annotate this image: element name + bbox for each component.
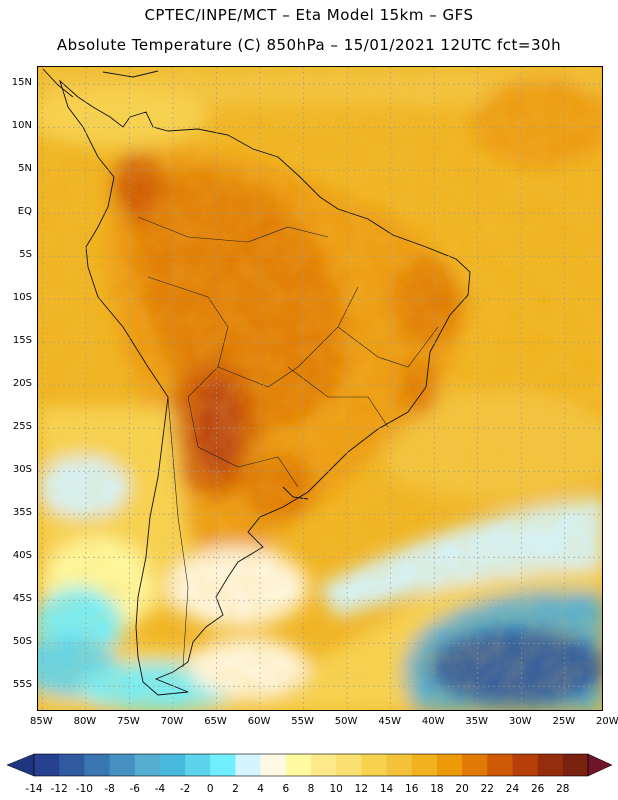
colorbar-swatch bbox=[235, 754, 262, 776]
lon-label: 50W bbox=[334, 716, 358, 727]
colorbar-label: -10 bbox=[75, 783, 93, 795]
colorbar-swatch bbox=[260, 754, 287, 776]
lat-label: 30S bbox=[12, 464, 32, 476]
colorbar-swatch bbox=[134, 754, 161, 776]
lat-label: 20S bbox=[12, 378, 32, 390]
colorbar-label: 2 bbox=[232, 783, 239, 795]
colorbar-swatch bbox=[386, 754, 413, 776]
lat-label: 5S bbox=[19, 249, 32, 261]
colorbar-label: -6 bbox=[129, 783, 140, 795]
colorbar-swatch bbox=[109, 754, 136, 776]
lon-label: 65W bbox=[204, 716, 227, 727]
title-line-1: CPTEC/INPE/MCT – Eta Model 15km – GFS bbox=[144, 6, 474, 24]
colorbar-swatch bbox=[562, 754, 589, 776]
lat-label: 35S bbox=[12, 507, 32, 519]
colorbar-label: 14 bbox=[379, 783, 394, 795]
colorbar-label: 24 bbox=[505, 783, 520, 795]
colorbar-high-arrow bbox=[587, 753, 613, 777]
colorbar-swatch bbox=[361, 754, 388, 776]
colorbar-label: 26 bbox=[530, 783, 545, 795]
colorbar bbox=[6, 753, 613, 777]
lon-label: 25W bbox=[552, 716, 576, 727]
title-line-2: Absolute Temperature (C) 850hPa – 15/01/… bbox=[56, 36, 562, 54]
colorbar-label: -14 bbox=[25, 783, 43, 795]
colorbar-label: 28 bbox=[556, 783, 570, 795]
colorbar-swatch bbox=[462, 754, 488, 776]
lat-label: 5N bbox=[18, 163, 32, 175]
colorbar-swatch bbox=[336, 754, 362, 776]
colorbar-label: 18 bbox=[430, 783, 444, 795]
lon-label: 20W bbox=[596, 716, 618, 727]
colorbar-label: 8 bbox=[307, 783, 315, 795]
border-peru-bolivia bbox=[147, 276, 229, 398]
colorbar-swatch bbox=[210, 754, 236, 776]
lon-label: 35W bbox=[465, 716, 489, 727]
colorbar-swatch bbox=[436, 754, 463, 776]
lat-label: 15N bbox=[11, 77, 32, 89]
colorbar-swatch bbox=[537, 754, 564, 776]
colorbar-swatch bbox=[84, 754, 111, 776]
field-texture bbox=[38, 67, 602, 710]
lon-label: 40W bbox=[421, 716, 445, 727]
lat-label: 40S bbox=[12, 550, 32, 562]
border-states-2 bbox=[287, 366, 389, 428]
central-america-outline bbox=[42, 68, 74, 98]
lat-label: 50S bbox=[12, 636, 32, 648]
colorbar-label: 16 bbox=[405, 783, 419, 795]
lon-label: 85W bbox=[30, 716, 53, 727]
colorbar-label: -2 bbox=[179, 783, 191, 795]
lat-label: 15S bbox=[12, 335, 32, 347]
border-brazil-west bbox=[217, 286, 359, 388]
lat-label: 25S bbox=[12, 421, 32, 433]
colorbar-label: 4 bbox=[257, 783, 264, 795]
colorbar-swatch bbox=[159, 754, 186, 776]
south-america-outline bbox=[59, 79, 471, 696]
colorbar-swatch bbox=[34, 754, 60, 776]
lat-label: 45S bbox=[12, 593, 32, 605]
rio-de-la-plata bbox=[282, 486, 309, 500]
colorbar-swatch bbox=[185, 754, 211, 776]
colorbar-label: 20 bbox=[455, 783, 469, 795]
lon-label: 80W bbox=[73, 716, 97, 727]
colorbar-label: 12 bbox=[354, 783, 369, 795]
colorbar-low-arrow bbox=[6, 753, 35, 777]
temperature-map bbox=[38, 67, 602, 710]
map-panel bbox=[37, 66, 603, 711]
lon-label: 45W bbox=[378, 716, 401, 727]
colorbar-label: 10 bbox=[329, 783, 343, 795]
lon-label: 60W bbox=[247, 716, 271, 727]
lat-label: EQ bbox=[17, 206, 32, 218]
colorbar-label: 0 bbox=[206, 783, 214, 795]
colorbar-swatch bbox=[487, 754, 513, 776]
lon-label: 55W bbox=[291, 716, 314, 727]
lon-label: 70W bbox=[160, 716, 184, 727]
lon-label: 75W bbox=[117, 716, 140, 727]
lat-label: 55S bbox=[12, 679, 32, 691]
lat-label: 10N bbox=[11, 120, 32, 132]
graticule bbox=[38, 67, 602, 710]
border-paraguay bbox=[187, 396, 299, 488]
caribbean-outline bbox=[102, 70, 159, 78]
colorbar-swatch bbox=[311, 754, 337, 776]
colorbar-label: -12 bbox=[50, 783, 68, 795]
country-borders bbox=[137, 216, 439, 668]
border-north bbox=[137, 216, 329, 243]
colorbar-swatch bbox=[285, 754, 312, 776]
colorbar-swatch bbox=[411, 754, 438, 776]
colorbar-label: -4 bbox=[154, 783, 166, 795]
colorbar-label: -8 bbox=[104, 783, 115, 795]
colorbar-label: 22 bbox=[480, 783, 494, 795]
lat-label: 10S bbox=[12, 292, 32, 304]
coastline bbox=[42, 68, 471, 696]
colorbar-label: 6 bbox=[282, 783, 290, 795]
lon-label: 30W bbox=[508, 716, 532, 727]
colorbar-frame bbox=[33, 753, 589, 777]
border-chile-argentina bbox=[167, 396, 189, 668]
colorbar-swatch bbox=[512, 754, 539, 776]
colorbar-swatch bbox=[59, 754, 85, 776]
